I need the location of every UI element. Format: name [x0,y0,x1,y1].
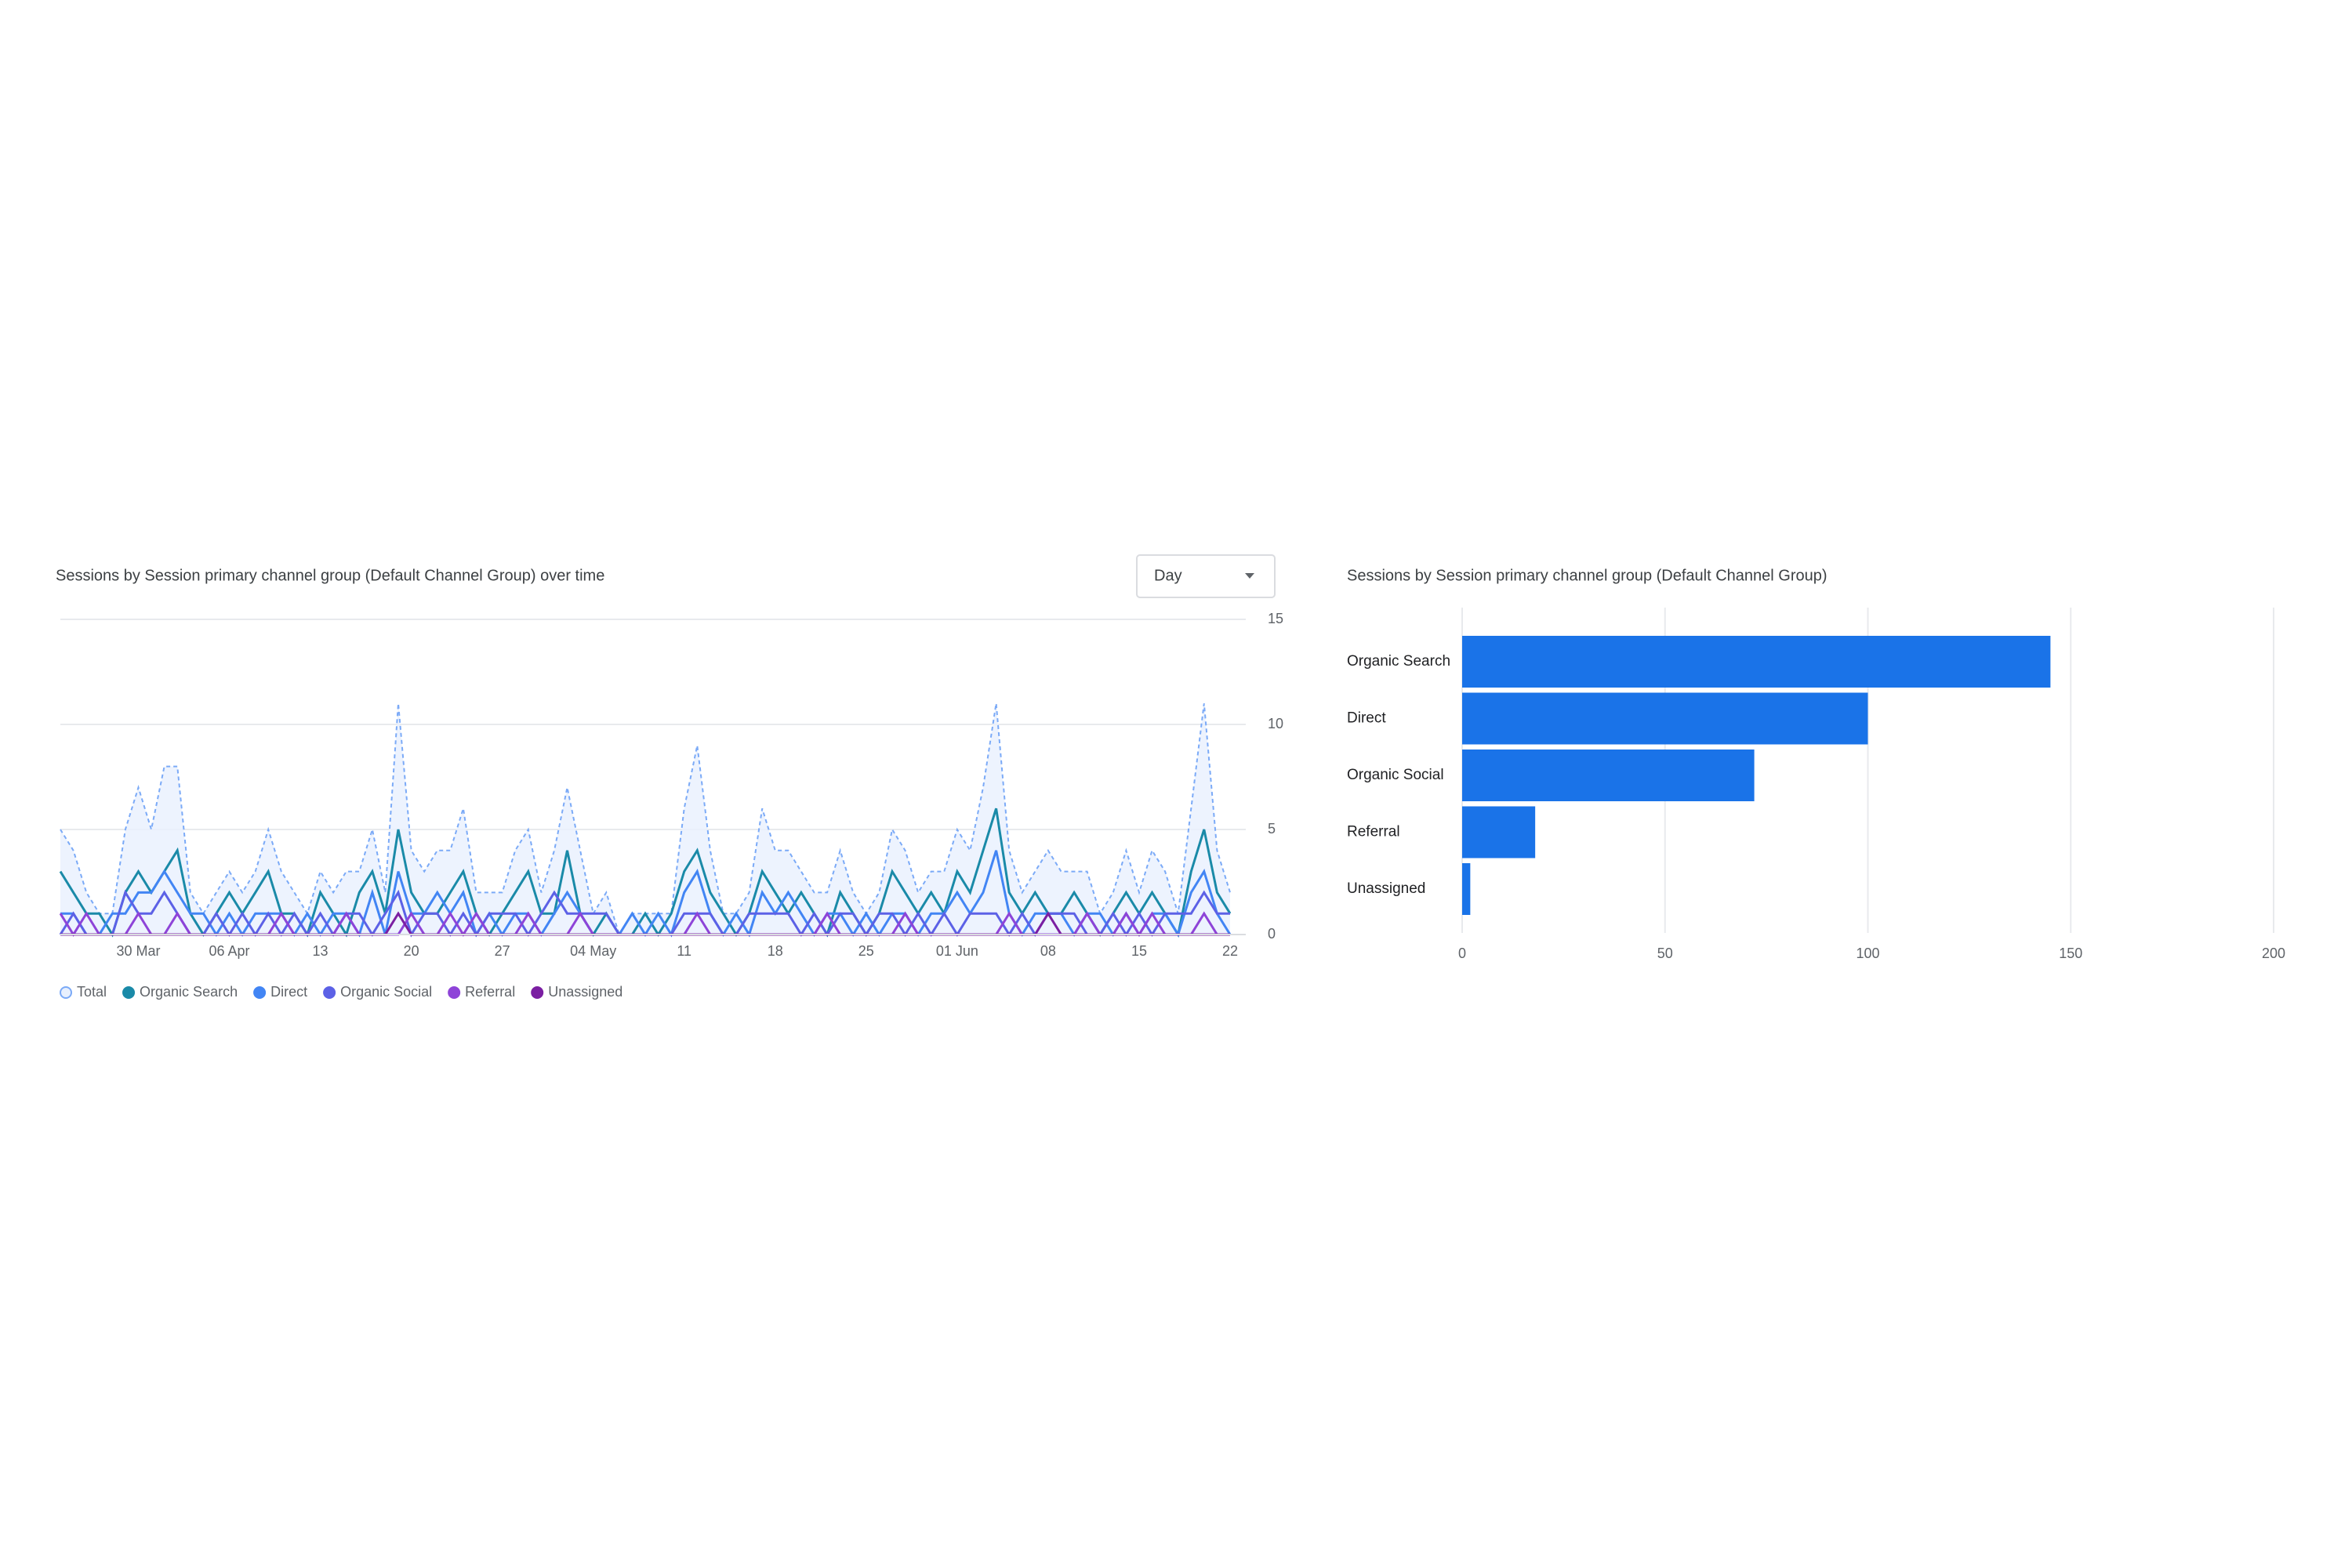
category-label: Organic Social [1347,767,1444,783]
x-tick-label: 27 [495,943,510,959]
legend-marker [60,986,72,999]
bar [1462,806,1536,858]
x-tick-label: 0 [1458,946,1466,961]
legend-label: Direct [270,984,307,1000]
series-line [59,808,1232,938]
legend-marker [448,986,461,999]
bar [1462,636,2051,688]
x-tick-label: 04 May [570,943,616,959]
x-tick-label: 50 [1657,946,1673,961]
category-label: Unassigned [1347,880,1425,897]
x-tick-label: 30 Mar [116,943,160,959]
x-tick-label: 25 [858,943,874,959]
legend-marker [122,986,136,999]
chart-title: Sessions by Session primary channel grou… [1347,567,1828,584]
x-tick-label: 100 [1856,946,1879,961]
x-tick-label: 20 [404,943,419,959]
x-tick-label: 200 [2262,946,2285,961]
legend-label: Organic Search [140,984,238,1000]
x-tick-label: 22 [1222,943,1238,959]
x-tick-label: 06 Apr [209,943,249,959]
legend-label: Unassigned [548,984,622,1000]
category-label: Direct [1347,710,1386,727]
x-tick-label: 01 Jun [936,943,978,959]
x-tick-label: 150 [2059,946,2082,961]
legend-label: Referral [465,984,515,1000]
dropdown-caret[interactable] [1245,573,1254,579]
bar [1462,750,1755,801]
dropdown-label[interactable]: Day [1154,567,1182,584]
legend-label: Total [77,984,107,1000]
category-label: Organic Search [1347,653,1450,670]
legend-label: Organic Social [340,984,432,1000]
area [60,703,1230,935]
y-tick-label: 0 [1268,926,1276,942]
bar [1462,863,1471,915]
x-tick-label: 08 [1040,943,1056,959]
y-tick-label: 15 [1268,611,1283,626]
x-tick-label: 13 [313,943,328,959]
legend-marker [323,986,336,999]
y-tick-label: 10 [1268,716,1283,731]
y-tick-label: 5 [1268,821,1276,837]
granularity-dropdown[interactable] [1136,554,1276,598]
category-label: Referral [1347,824,1400,840]
x-tick-label: 15 [1131,943,1147,959]
legend-marker [253,986,267,999]
x-tick-label: 11 [677,943,691,959]
bar [1462,692,1868,745]
legend-marker [531,986,544,999]
chart-title: Sessions by Session primary channel grou… [56,567,604,584]
x-tick-label: 18 [768,943,783,959]
